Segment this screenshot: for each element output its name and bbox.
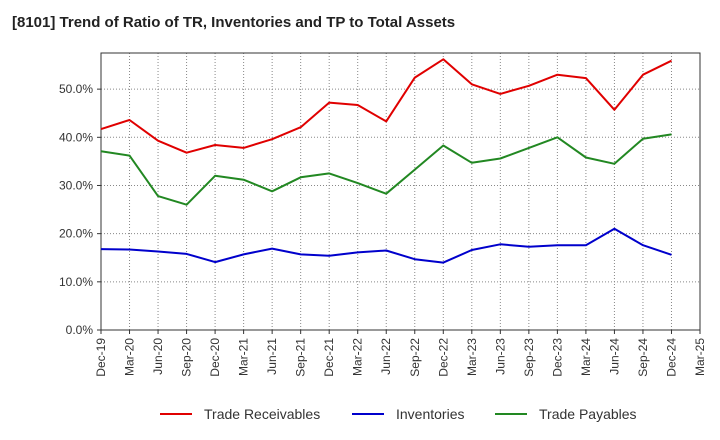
x-tick-label: Dec-20 — [208, 338, 222, 377]
x-tick-label: Dec-23 — [550, 338, 564, 377]
x-tick-label: Jun-21 — [265, 338, 279, 375]
y-tick-label: 0.0% — [66, 323, 94, 337]
x-tick-label: Sep-20 — [180, 338, 194, 377]
plot-frame — [100, 52, 701, 331]
axes — [100, 52, 701, 331]
x-tick-label: Jun-20 — [151, 338, 165, 375]
x-tick-label: Dec-21 — [322, 338, 336, 377]
series-lines — [100, 58, 672, 264]
x-tick-label: Mar-21 — [237, 338, 251, 376]
x-tick-label: Sep-24 — [636, 338, 650, 377]
legend: Trade Receivables Inventories Trade Payabl… — [160, 406, 637, 422]
series-line-trade-receivables — [100, 58, 672, 154]
series-line-inventories — [100, 227, 672, 264]
x-tick-label: Jun-24 — [607, 338, 621, 375]
series-line-trade-payables — [100, 133, 672, 206]
x-tick-label: Mar-22 — [351, 338, 365, 376]
legend-label-inventories: Inventories — [396, 406, 464, 422]
y-tick-label: 20.0% — [59, 227, 93, 241]
legend-label-trade-payables: Trade Payables — [539, 406, 637, 422]
x-tick-label: Jun-23 — [493, 338, 507, 375]
x-tick-label: Dec-19 — [94, 338, 108, 377]
y-tick-label: 30.0% — [59, 178, 93, 192]
x-tick-label: Dec-22 — [436, 338, 450, 377]
grid-lines — [100, 53, 701, 331]
x-tick-label: Sep-21 — [294, 338, 308, 377]
x-tick-label: Mar-24 — [579, 338, 593, 376]
x-tick-label: Mar-25 — [693, 338, 707, 376]
x-axis-ticks: Dec-19 Mar-20 Jun-20 Sep-20 Dec-20 Mar-21 Jun-… — [94, 330, 707, 377]
y-axis-ticks: 0.0% 10.0% 20.0% 30.0% 40.0% 50.0% — [59, 82, 101, 337]
x-tick-label: Sep-23 — [522, 338, 536, 377]
y-tick-label: 40.0% — [59, 130, 93, 144]
chart-title: [8101] Trend of Ratio of TR, Inventories… — [12, 14, 456, 31]
x-tick-label: Dec-24 — [664, 338, 678, 377]
y-tick-label: 10.0% — [59, 275, 93, 289]
legend-label-trade-receivables: Trade Receivables — [204, 406, 320, 422]
y-tick-label: 50.0% — [59, 82, 93, 96]
x-tick-label: Mar-23 — [465, 338, 479, 376]
x-tick-label: Jun-22 — [379, 338, 393, 375]
x-tick-label: Mar-20 — [123, 338, 137, 376]
x-tick-label: Sep-22 — [408, 338, 422, 377]
